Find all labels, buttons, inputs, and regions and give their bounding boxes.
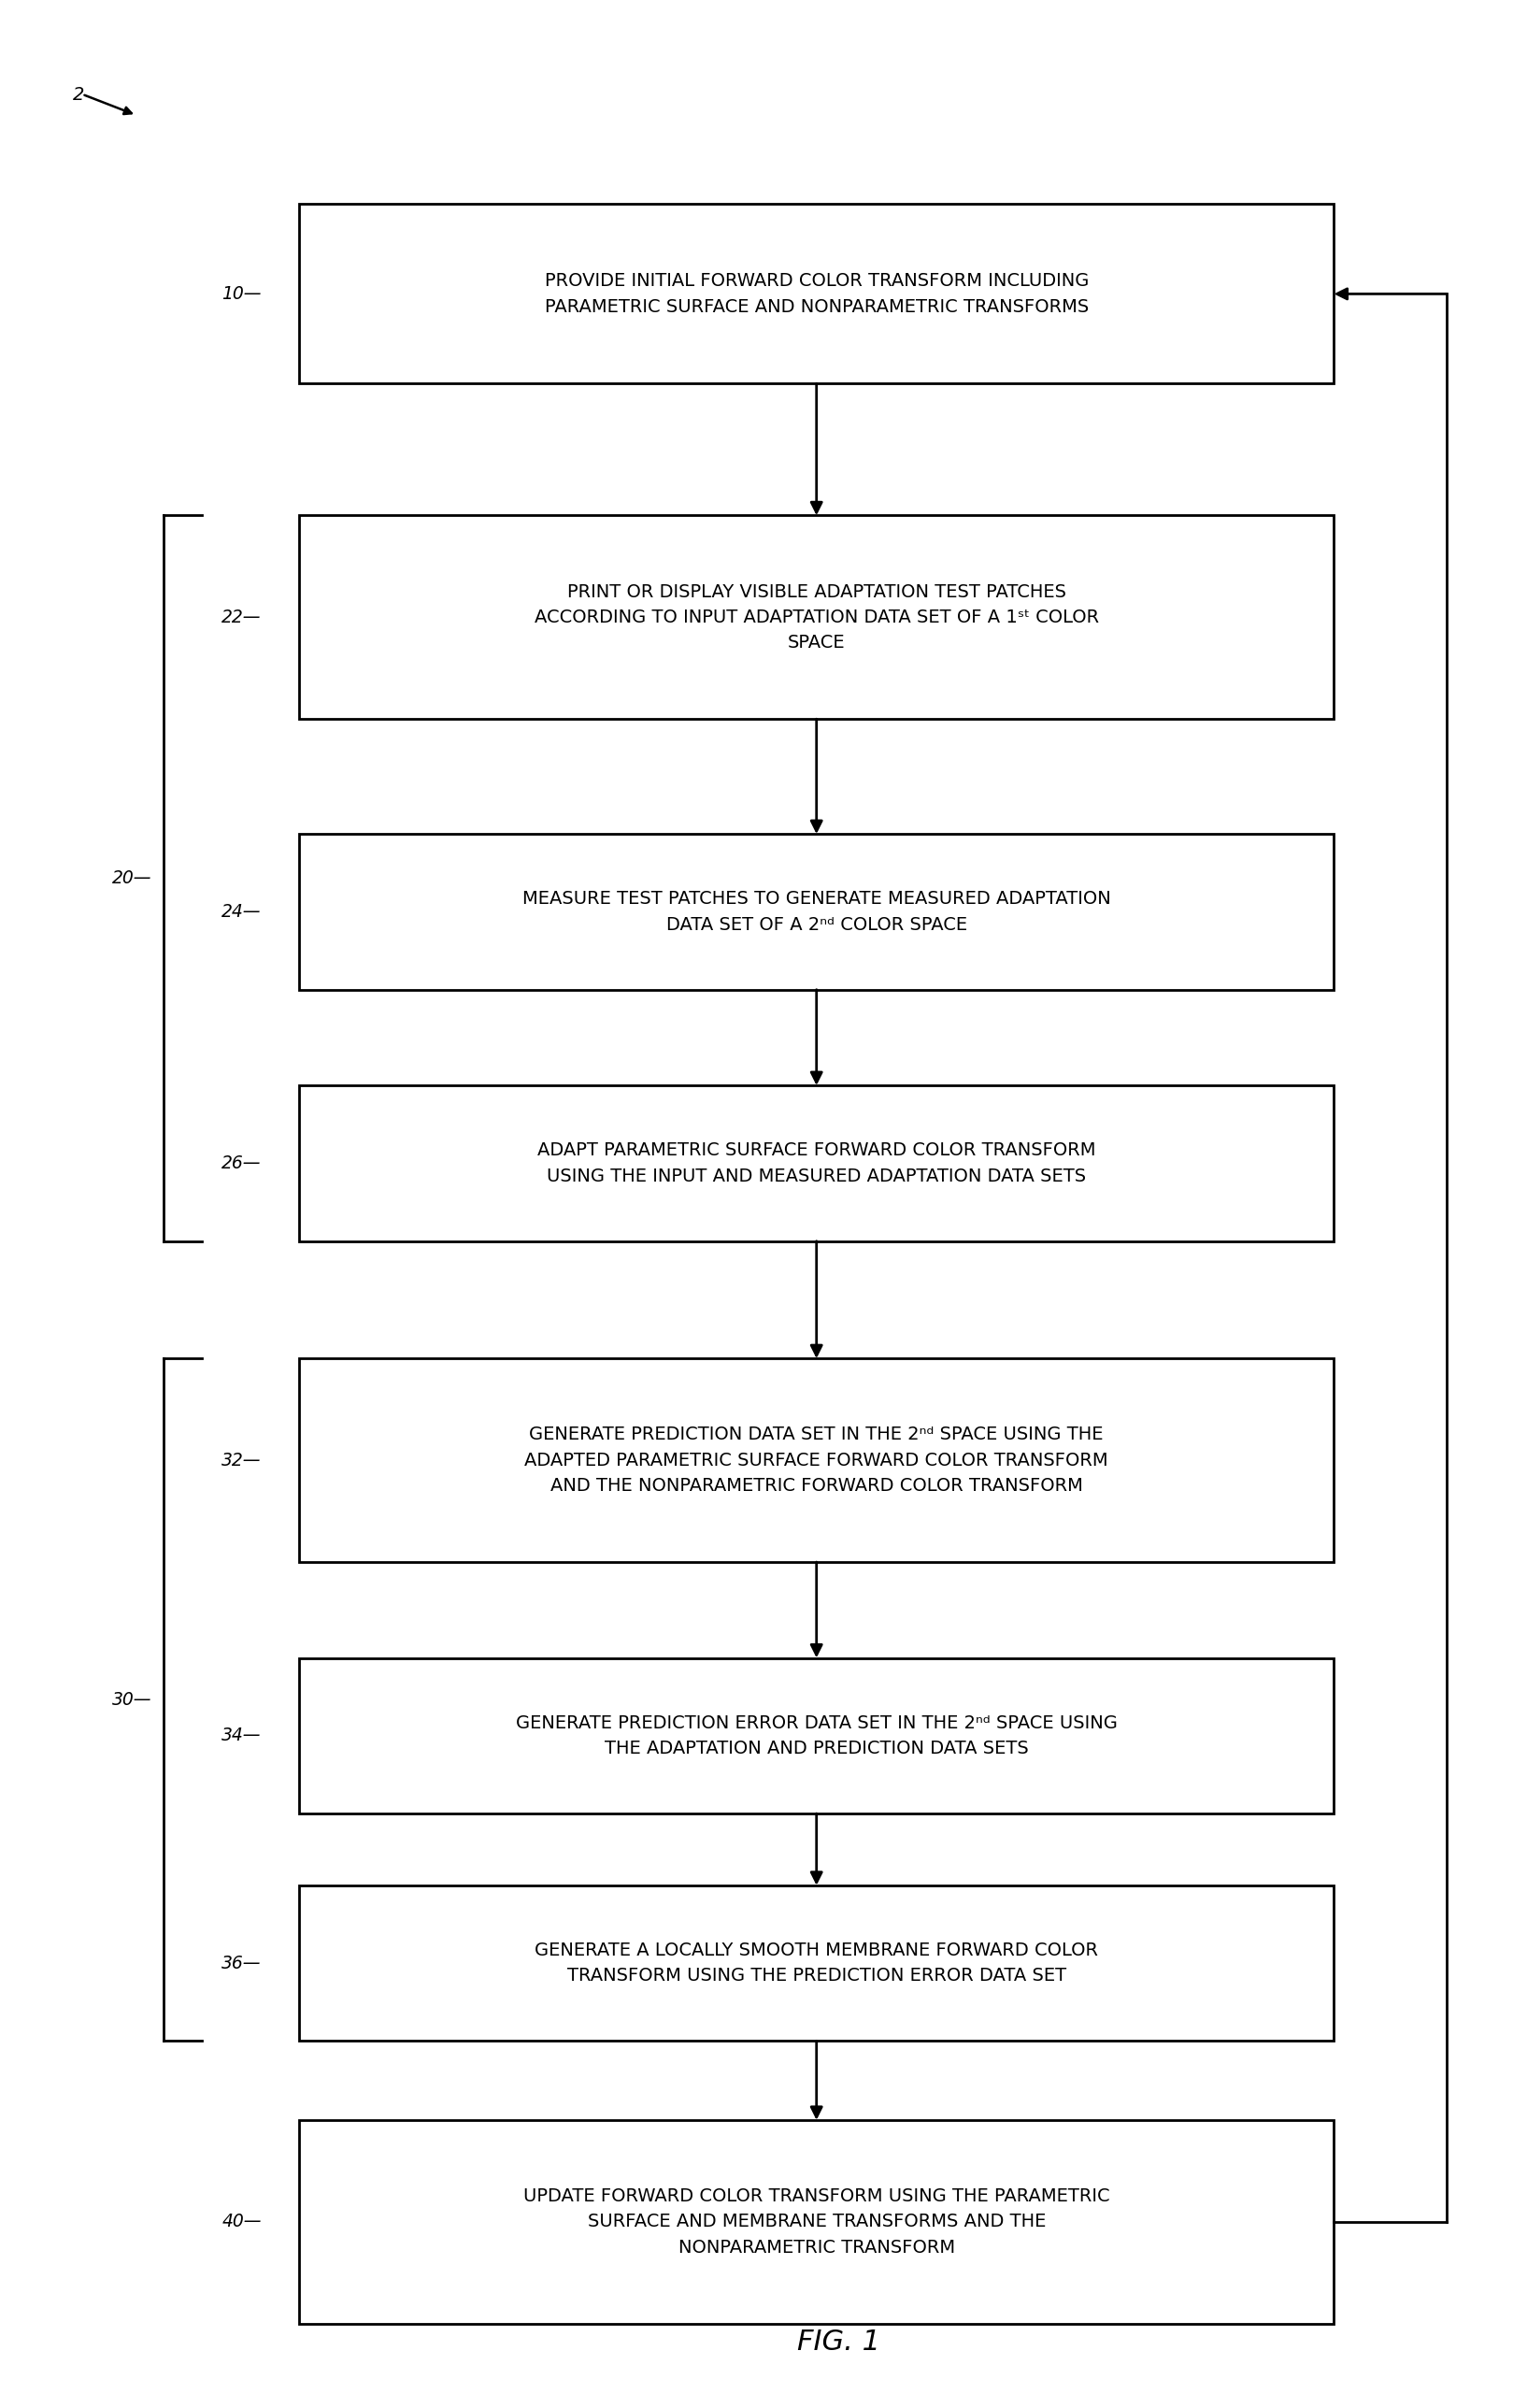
Text: 36—: 36— (222, 1955, 262, 1972)
FancyBboxPatch shape (300, 1885, 1334, 2042)
Text: 34—: 34— (222, 1727, 262, 1743)
Text: MEASURE TEST PATCHES TO GENERATE MEASURED ADAPTATION
DATA SET OF A 2ⁿᵈ COLOR SPA: MEASURE TEST PATCHES TO GENERATE MEASURE… (522, 891, 1111, 934)
FancyBboxPatch shape (300, 1086, 1334, 1240)
Text: 22—: 22— (222, 609, 262, 626)
Text: PROVIDE INITIAL FORWARD COLOR TRANSFORM INCLUDING
PARAMETRIC SURFACE AND NONPARA: PROVIDE INITIAL FORWARD COLOR TRANSFORM … (545, 272, 1089, 315)
Text: GENERATE PREDICTION ERROR DATA SET IN THE 2ⁿᵈ SPACE USING
THE ADAPTATION AND PRE: GENERATE PREDICTION ERROR DATA SET IN TH… (516, 1714, 1118, 1758)
Text: 20—: 20— (112, 869, 151, 886)
FancyBboxPatch shape (300, 205, 1334, 383)
FancyBboxPatch shape (300, 515, 1334, 720)
Text: 24—: 24— (222, 903, 262, 920)
FancyBboxPatch shape (300, 1358, 1334, 1563)
FancyBboxPatch shape (300, 2119, 1334, 2324)
Text: ADAPT PARAMETRIC SURFACE FORWARD COLOR TRANSFORM
USING THE INPUT AND MEASURED AD: ADAPT PARAMETRIC SURFACE FORWARD COLOR T… (537, 1141, 1095, 1185)
Text: GENERATE A LOCALLY SMOOTH MEMBRANE FORWARD COLOR
TRANSFORM USING THE PREDICTION : GENERATE A LOCALLY SMOOTH MEMBRANE FORWA… (534, 1941, 1098, 1984)
Text: 26—: 26— (222, 1153, 262, 1173)
Text: UPDATE FORWARD COLOR TRANSFORM USING THE PARAMETRIC
SURFACE AND MEMBRANE TRANSFO: UPDATE FORWARD COLOR TRANSFORM USING THE… (523, 2186, 1109, 2256)
Text: PRINT OR DISPLAY VISIBLE ADAPTATION TEST PATCHES
ACCORDING TO INPUT ADAPTATION D: PRINT OR DISPLAY VISIBLE ADAPTATION TEST… (534, 583, 1098, 653)
Text: 10—: 10— (222, 284, 262, 303)
FancyBboxPatch shape (300, 833, 1334, 990)
Text: GENERATE PREDICTION DATA SET IN THE 2ⁿᵈ SPACE USING THE
ADAPTED PARAMETRIC SURFA: GENERATE PREDICTION DATA SET IN THE 2ⁿᵈ … (525, 1426, 1109, 1495)
FancyBboxPatch shape (300, 1657, 1334, 1813)
Text: 32—: 32— (222, 1452, 262, 1469)
Text: 2: 2 (73, 87, 85, 104)
Text: 40—: 40— (222, 2213, 262, 2230)
Text: FIG. 1: FIG. 1 (797, 2329, 881, 2355)
Text: 30—: 30— (112, 1690, 151, 1710)
